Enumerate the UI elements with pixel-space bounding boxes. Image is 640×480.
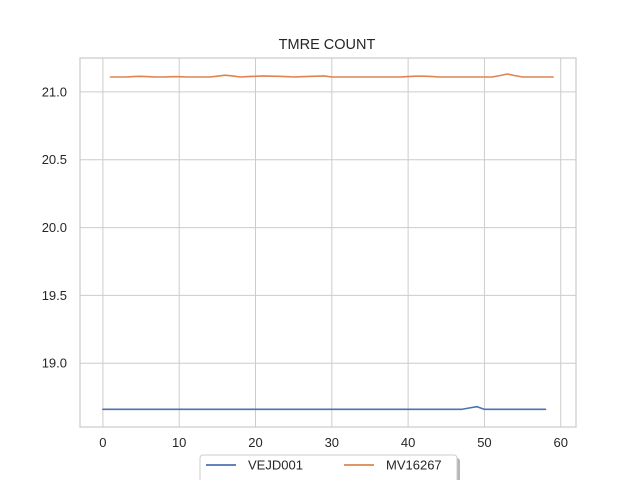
x-axis-ticks: 0 10 20 30 40 50 60	[99, 435, 568, 450]
legend-box	[199, 454, 458, 480]
x-tick-label: 40	[401, 435, 415, 450]
series-line-mv16267	[109, 73, 554, 78]
x-tick-label: 10	[172, 435, 186, 450]
y-tick-label: 20.0	[42, 220, 67, 235]
y-tick-label: 19.5	[42, 288, 67, 303]
y-tick-label: 19.0	[42, 356, 67, 371]
x-tick-label: 50	[477, 435, 491, 450]
grid-layer	[80, 58, 576, 427]
legend-label-vejd001: VEJD001	[248, 458, 303, 473]
x-tick-label: 0	[99, 435, 106, 450]
series-layer	[102, 73, 554, 411]
chart-title: TMRE COUNT	[279, 37, 376, 53]
x-tick-label: 20	[248, 435, 262, 450]
x-tick-label: 60	[554, 435, 568, 450]
legend: VEJD001 MV16267	[199, 454, 460, 480]
x-tick-label: 30	[325, 435, 339, 450]
legend-label-mv16267: MV16267	[386, 458, 442, 473]
y-tick-label: 20.5	[42, 152, 67, 167]
y-tick-label: 21.0	[42, 84, 67, 99]
series-line-vejd001	[102, 405, 547, 411]
plot-frame	[79, 57, 577, 428]
y-axis-ticks: 19.0 19.5 20.0 20.5 21.0	[42, 84, 67, 370]
